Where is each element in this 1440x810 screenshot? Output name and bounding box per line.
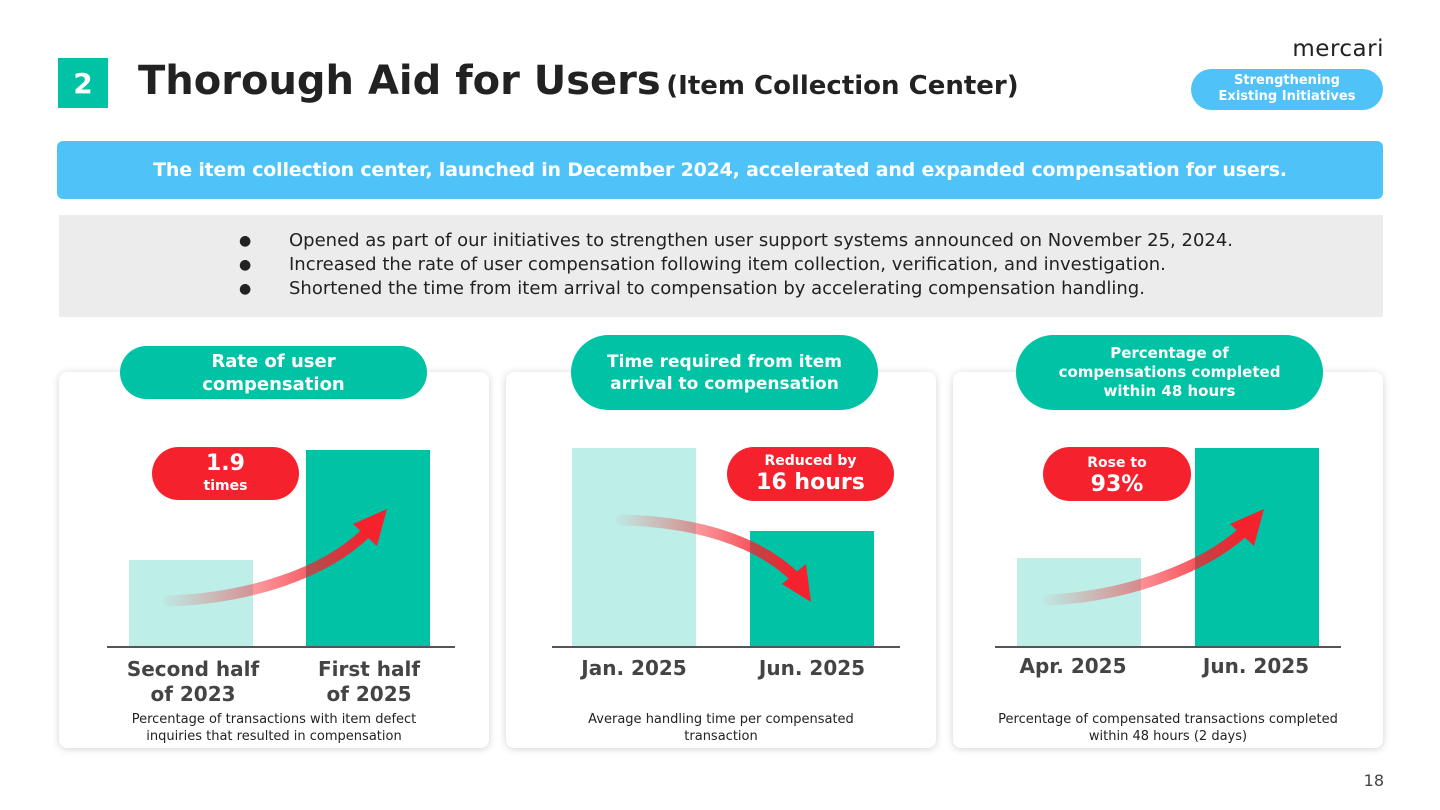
footnote-line: transaction <box>684 729 758 744</box>
bullet-list: Opened as part of our initiatives to str… <box>59 215 1383 317</box>
card-label-48h-completion: Percentage of compensations completed wi… <box>1016 335 1323 410</box>
card-label-line: arrival to compensation <box>610 373 839 394</box>
card-footnote: Percentage of transactions with item def… <box>69 711 479 745</box>
x-label-line: Second half <box>126 657 260 681</box>
mercari-logo: mercari <box>1292 36 1384 62</box>
badge-reduced-16-hours: Reduced by 16 hours <box>727 447 894 501</box>
page-title-sub: (Item Collection Center) <box>666 71 1019 101</box>
card-handling-time: Reduced by 16 hours Jan. 2025 Jun. 2025 … <box>506 372 936 748</box>
initiative-tag-line-2: Existing Initiatives <box>1218 89 1356 104</box>
card-label-line: Percentage of <box>1110 344 1229 362</box>
page-number: 18 <box>1363 771 1384 790</box>
x-label-line: of 2025 <box>326 682 412 706</box>
x-label-line: First half <box>317 657 421 681</box>
bullet-item: Opened as part of our initiatives to str… <box>239 229 1383 253</box>
card-label-line: within 48 hours <box>1103 382 1236 400</box>
badge-caption: Rose to <box>1087 455 1147 471</box>
badge-value: 16 hours <box>756 470 865 495</box>
card-footnote: Average handling time per compensated tr… <box>516 711 926 745</box>
x-label-line: of 2023 <box>150 682 236 706</box>
x-label-jan-2025: Jan. 2025 <box>581 656 687 680</box>
footnote-line: Percentage of compensated transactions c… <box>998 712 1338 727</box>
bar-jan-2025 <box>572 448 696 646</box>
bar-jun-2025 <box>750 531 874 646</box>
section-number-badge: 2 <box>58 58 108 108</box>
summary-banner: The item collection center, launched in … <box>57 141 1383 199</box>
x-label-apr-2025: Apr. 2025 <box>1019 654 1127 678</box>
card-label-line: compensations completed <box>1058 363 1281 381</box>
rise-arrow-icon <box>163 509 387 607</box>
x-label-jun-2025: Jun. 2025 <box>758 656 866 680</box>
initiative-tag: Strengthening Existing Initiatives <box>1191 69 1383 110</box>
footnote-line: Average handling time per compensated <box>588 712 854 727</box>
badge-value: 93% <box>1090 472 1144 497</box>
card-label-line: Time required from item <box>607 351 842 372</box>
initiative-tag-line-1: Strengthening <box>1234 73 1340 88</box>
x-label-first-half-2025: First half of 2025 <box>285 657 453 707</box>
footnote-line: inquiries that resulted in compensation <box>146 729 402 744</box>
rise-arrow-icon <box>1043 509 1264 606</box>
x-label-second-half-2023: Second half of 2023 <box>109 657 277 707</box>
badge-unit: times <box>203 478 248 494</box>
badge-1-9-times: 1.9 times <box>152 447 299 500</box>
bullet-item: Shortened the time from item arrival to … <box>239 277 1383 301</box>
card-48h-completion: Rose to 93% Apr. 2025 Jun. 2025 Percenta… <box>953 372 1383 748</box>
x-label-jun-2025: Jun. 2025 <box>1202 654 1310 678</box>
card-label-handling-time: Time required from item arrival to compe… <box>571 335 878 410</box>
card-label-compensation-rate: Rate of user compensation <box>120 346 427 399</box>
bullet-item: Increased the rate of user compensation … <box>239 253 1383 277</box>
page-title-main: Thorough Aid for Users <box>138 58 661 104</box>
bar-first-half-2025 <box>306 450 430 646</box>
badge-rose-to-93: Rose to 93% <box>1043 447 1191 501</box>
card-label-line: Rate of user <box>211 350 336 372</box>
footnote-line: Percentage of transactions with item def… <box>131 712 417 727</box>
footnote-line: within 48 hours (2 days) <box>1088 729 1248 744</box>
decline-arrow-icon <box>616 514 811 602</box>
card-footnote: Percentage of compensated transactions c… <box>963 711 1373 745</box>
x-axis <box>995 646 1341 648</box>
card-compensation-rate: 1.9 times Second half of 2023 First half… <box>59 372 489 748</box>
x-axis <box>107 646 455 648</box>
card-label-line: compensation <box>202 373 345 395</box>
x-axis <box>552 646 900 648</box>
badge-value: 1.9 <box>206 451 245 476</box>
page-title: Thorough Aid for Users (Item Collection … <box>138 58 1019 104</box>
badge-caption: Reduced by <box>764 453 857 469</box>
